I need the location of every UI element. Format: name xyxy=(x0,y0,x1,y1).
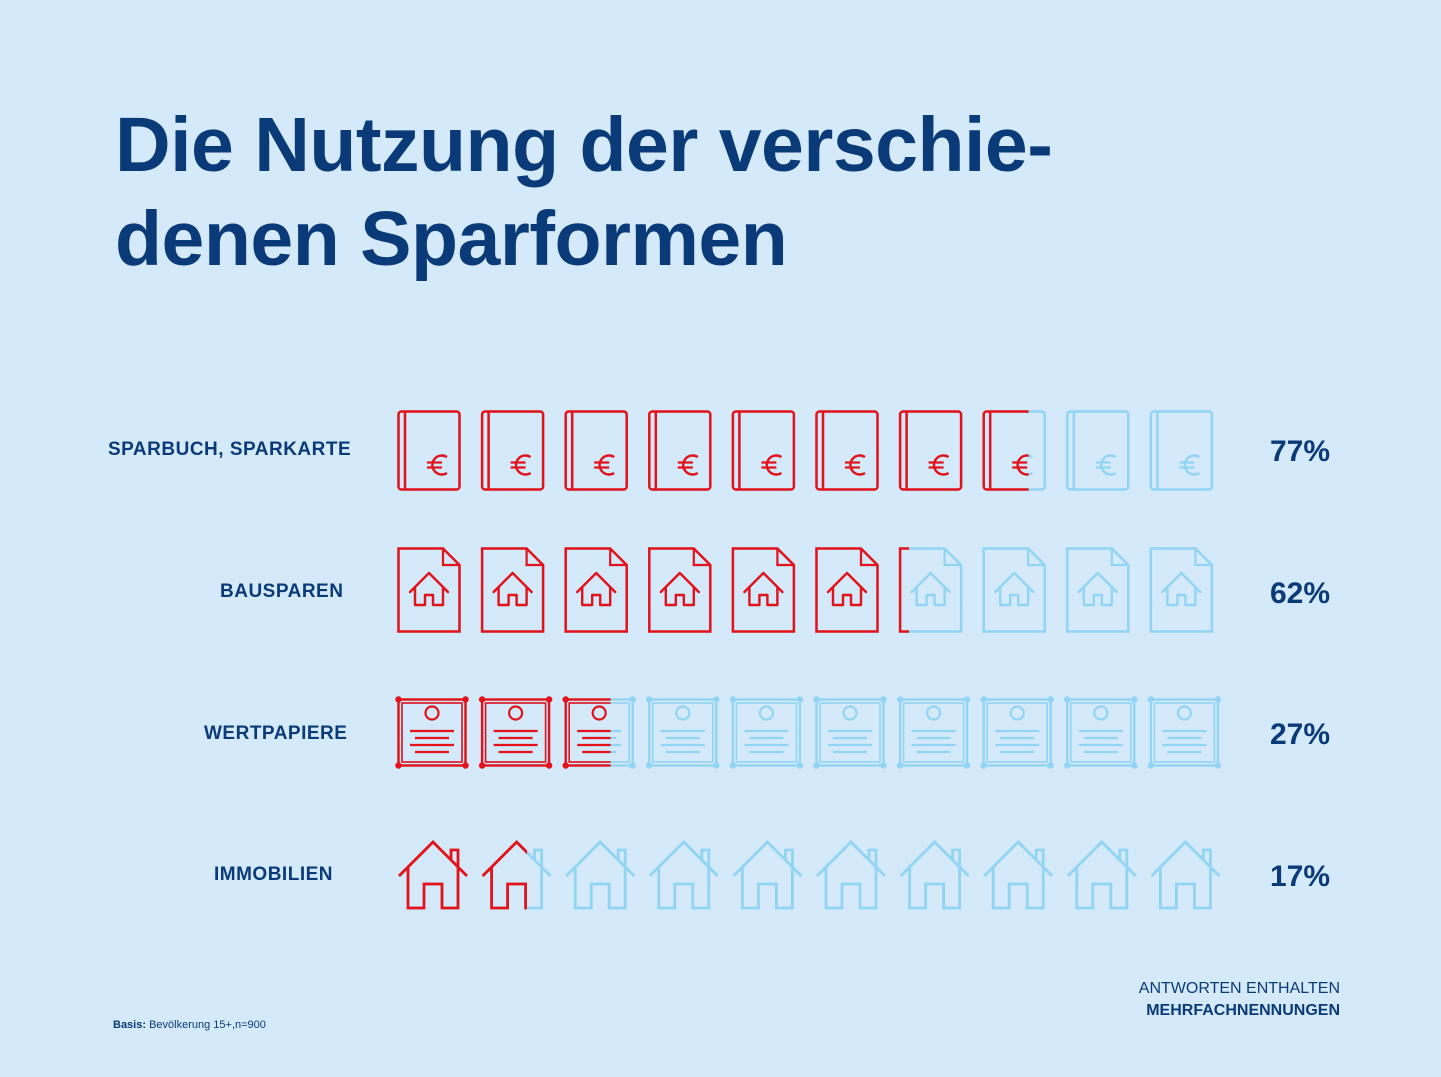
certificate-icon-3-3 xyxy=(562,696,636,769)
savings-book-icon-1-6 xyxy=(815,410,879,491)
value-label-wertpapiere: 27% xyxy=(1270,718,1331,751)
house-icon-4-7 xyxy=(899,840,970,910)
house-icon-4-5 xyxy=(732,840,803,910)
page-title: Die Nutzung der verschie- denen Sparform… xyxy=(115,98,1265,286)
title-line-1: Die Nutzung der verschie- xyxy=(115,102,1053,188)
house-document-icon-2-7 xyxy=(898,547,963,633)
house-document-icon-2-8 xyxy=(982,547,1046,633)
house-icon-4-3 xyxy=(565,840,636,910)
house-document-icon-2-2 xyxy=(480,547,545,633)
basis-text: Bevölkerung 15+,n=900 xyxy=(149,1019,266,1031)
savings-book-icon-1-4 xyxy=(648,410,712,491)
savings-book-icon-1-7 xyxy=(898,410,963,491)
savings-book-icon-1-9 xyxy=(1066,410,1130,491)
house-document-icon-2-3 xyxy=(564,547,628,633)
house-document-icon-2-5 xyxy=(731,547,796,633)
savings-book-icon-1-3 xyxy=(564,410,628,491)
certificate-icon-3-2 xyxy=(478,696,553,769)
house-icon-4-10 xyxy=(1150,840,1221,910)
value-label-sparbuch: 77% xyxy=(1270,435,1331,468)
house-document-icon-2-9 xyxy=(1066,547,1130,633)
savings-book-icon-1-1 xyxy=(397,410,461,491)
house-icon-4-8 xyxy=(983,840,1054,910)
certificate-icon-3-9 xyxy=(1064,696,1138,769)
house-icon-4-4 xyxy=(648,840,719,910)
house-document-icon-2-1 xyxy=(397,547,461,633)
certificate-icon-3-10 xyxy=(1147,696,1222,769)
house-icon-4-6 xyxy=(816,840,886,910)
title-line-2: denen Sparformen xyxy=(115,196,788,282)
savings-book-icon-1-2 xyxy=(480,410,545,491)
row-label-wertpapiere: WERTPAPIERE xyxy=(204,723,348,744)
multiple-answers-note: ANTWORTEN ENTHALTEN MEHRFACHNENNUNGEN xyxy=(1139,978,1340,1022)
certificate-icon-3-1 xyxy=(395,696,469,769)
savings-book-icon-1-8 xyxy=(982,410,1046,491)
value-label-immobilien: 17% xyxy=(1270,860,1331,893)
row-label-immobilien: IMMOBILIEN xyxy=(214,864,333,885)
certificate-icon-3-4 xyxy=(646,696,720,769)
note-line-2: MEHRFACHNENNUNGEN xyxy=(1146,1002,1340,1019)
note-line-1: ANTWORTEN ENTHALTEN xyxy=(1138,980,1340,997)
basis-footnote: Basis: Bevölkerung 15+,n=900 xyxy=(113,1019,266,1031)
basis-label: Basis: xyxy=(113,1019,147,1031)
savings-book-icon-1-5 xyxy=(731,410,796,491)
house-icon-4-9 xyxy=(1066,840,1137,910)
house-document-icon-2-10 xyxy=(1149,547,1214,633)
certificate-icon-3-8 xyxy=(980,696,1054,769)
certificate-icon-3-7 xyxy=(896,696,971,769)
house-document-icon-2-6 xyxy=(815,547,879,633)
house-icon-4-2 xyxy=(481,840,552,910)
value-label-bausparen: 62% xyxy=(1270,577,1331,610)
row-label-sparbuch: SPARBUCH, SPARKARTE xyxy=(108,439,352,460)
house-icon-4-1 xyxy=(398,840,468,910)
savings-book-icon-1-10 xyxy=(1149,410,1214,491)
house-document-icon-2-4 xyxy=(648,547,712,633)
certificate-icon-3-6 xyxy=(813,696,887,769)
row-label-bausparen: BAUSPAREN xyxy=(220,581,344,602)
certificate-icon-3-5 xyxy=(729,696,804,769)
